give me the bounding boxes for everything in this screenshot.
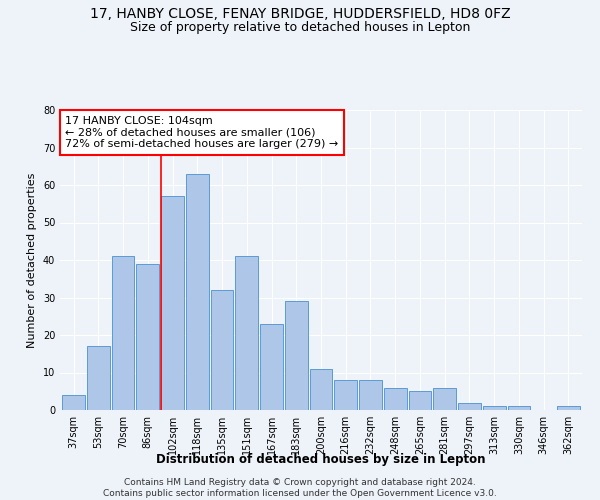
Y-axis label: Number of detached properties: Number of detached properties xyxy=(27,172,37,348)
Bar xyxy=(409,391,431,410)
Bar xyxy=(557,406,580,410)
Bar xyxy=(112,256,134,410)
Bar xyxy=(433,388,456,410)
Text: Size of property relative to detached houses in Lepton: Size of property relative to detached ho… xyxy=(130,21,470,34)
Bar xyxy=(483,406,506,410)
Text: Distribution of detached houses by size in Lepton: Distribution of detached houses by size … xyxy=(156,452,486,466)
Text: 17, HANBY CLOSE, FENAY BRIDGE, HUDDERSFIELD, HD8 0FZ: 17, HANBY CLOSE, FENAY BRIDGE, HUDDERSFI… xyxy=(89,8,511,22)
Bar xyxy=(508,406,530,410)
Bar xyxy=(384,388,407,410)
Bar xyxy=(334,380,357,410)
Bar xyxy=(235,256,258,410)
Bar xyxy=(62,395,85,410)
Bar xyxy=(87,346,110,410)
Bar xyxy=(136,264,159,410)
Bar xyxy=(310,369,332,410)
Bar xyxy=(260,324,283,410)
Bar xyxy=(211,290,233,410)
Text: 17 HANBY CLOSE: 104sqm
← 28% of detached houses are smaller (106)
72% of semi-de: 17 HANBY CLOSE: 104sqm ← 28% of detached… xyxy=(65,116,338,149)
Bar xyxy=(285,301,308,410)
Text: Contains HM Land Registry data © Crown copyright and database right 2024.
Contai: Contains HM Land Registry data © Crown c… xyxy=(103,478,497,498)
Bar xyxy=(161,196,184,410)
Bar xyxy=(359,380,382,410)
Bar xyxy=(186,174,209,410)
Bar xyxy=(458,402,481,410)
